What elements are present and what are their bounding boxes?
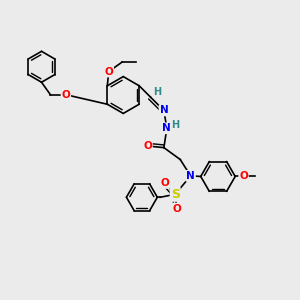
Text: O: O — [239, 172, 248, 182]
Text: O: O — [172, 204, 181, 214]
Text: N: N — [160, 106, 168, 116]
Text: N: N — [186, 171, 195, 181]
Text: O: O — [61, 90, 70, 100]
Text: O: O — [143, 141, 152, 151]
Text: N: N — [163, 123, 171, 133]
Text: S: S — [171, 188, 180, 201]
Text: H: H — [171, 120, 179, 130]
Text: O: O — [104, 67, 113, 76]
Text: H: H — [153, 87, 161, 97]
Text: O: O — [160, 178, 169, 188]
